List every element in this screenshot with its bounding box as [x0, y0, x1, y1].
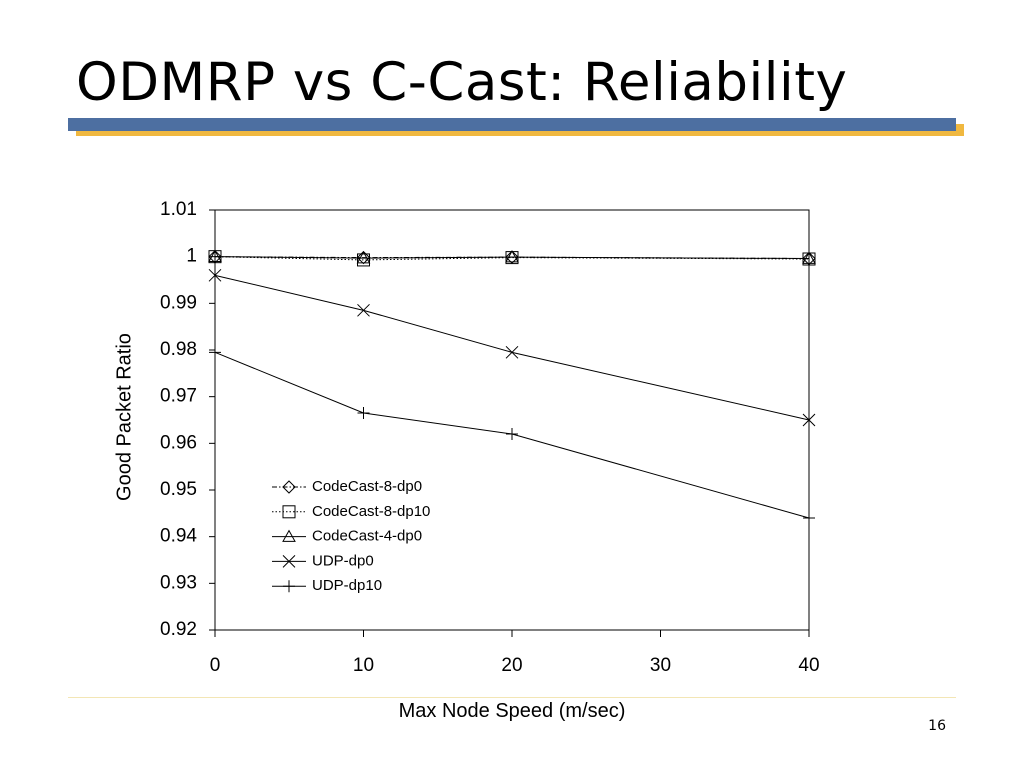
legend-1-diamond-marker: [282, 480, 296, 494]
series-5-point-plus-marker: [357, 407, 370, 419]
series-line-5: [214, 351, 810, 519]
legend-5-plus-marker: [283, 580, 295, 593]
title-underline-blue: [68, 118, 956, 131]
y-axis-label: Good Packet Ratio: [113, 333, 135, 501]
series-4-point-x-marker: [208, 268, 222, 282]
x-tick-label: 40: [798, 655, 819, 676]
legend-label-3: CodeCast-4-dp0: [312, 528, 422, 545]
x-tick-label: 0: [210, 655, 221, 676]
legend-label-1: CodeCast-8-dp0: [312, 478, 422, 495]
series-3-point-triangle-marker: [356, 251, 371, 264]
y-tick-label: 0.94: [160, 526, 197, 547]
legend-2-square-marker: [282, 505, 296, 519]
series-4-point-x-marker: [802, 413, 816, 427]
series-line-4: [214, 274, 810, 421]
y-tick-label: 0.97: [160, 386, 197, 407]
legend-label-4: UDP-dp0: [312, 552, 374, 569]
series-1-point-diamond-marker: [356, 250, 371, 265]
plot-area: 0.92 0.93 0.94 0.95 0.96 0.97 0.98 0.99 1 1.01 0 10…: [160, 199, 820, 676]
y-tick-label: 0.99: [160, 292, 197, 313]
x-tick-label: 30: [650, 655, 671, 676]
series-5-point-plus-marker: [506, 428, 518, 440]
plot-frame: [214, 209, 810, 631]
y-tick-label: 0.92: [160, 619, 197, 640]
series-5-point-plus-marker: [209, 346, 221, 359]
series-2-point-square-marker: [357, 253, 370, 267]
series-3-point-triangle-marker: [505, 250, 519, 263]
legend-label-5: UDP-dp10: [312, 577, 382, 594]
x-tick-label: 20: [501, 655, 522, 676]
y-tick-label: 0.95: [160, 479, 197, 500]
legend-4-x-marker: [282, 555, 296, 568]
series-3-point-triangle-marker: [802, 251, 816, 264]
x-tick-label: 10: [353, 655, 374, 676]
series-5-point-plus-marker: [803, 512, 815, 524]
series-3-point-triangle-marker: [208, 249, 222, 262]
series-4-point-x-marker: [505, 345, 519, 359]
legend-label-2: CodeCast-8-dp10: [312, 503, 430, 520]
series-4-point-x-marker: [357, 303, 370, 317]
slide-title: ODMRP vs C-Cast: Reliability: [76, 52, 848, 113]
y-tick-label: 1: [186, 246, 197, 267]
legend-3-triangle-marker: [282, 529, 296, 542]
y-tick-label: 0.98: [160, 339, 197, 360]
series-line-3: [214, 256, 810, 260]
footer-divider: [68, 697, 956, 698]
y-tick-label: 0.96: [160, 432, 197, 453]
y-tick-label: 1.01: [160, 199, 197, 220]
x-axis-label: Max Node Speed (m/sec): [399, 700, 626, 722]
y-tick-label: 0.93: [160, 572, 197, 593]
page-number: 16: [928, 718, 946, 734]
